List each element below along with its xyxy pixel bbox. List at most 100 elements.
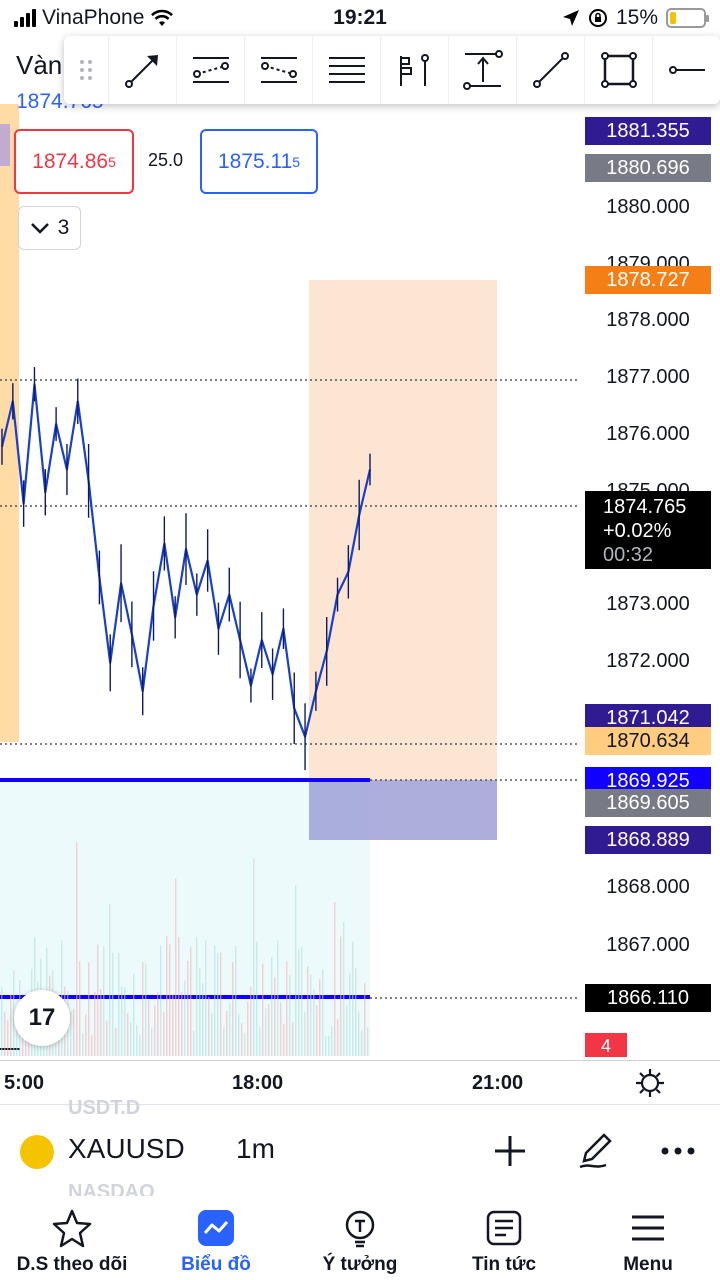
bid-price: 1874.86 — [32, 149, 109, 173]
battery-percent: 15% — [615, 6, 658, 29]
volume-bar — [16, 1012, 18, 1056]
regression-tool-button[interactable] — [312, 36, 380, 104]
parallel-channel-icon — [192, 57, 229, 83]
more-options-button[interactable] — [656, 1129, 700, 1173]
volume-bar — [271, 956, 273, 1056]
volume-bar — [217, 952, 219, 1056]
parallel-channel-tool-button[interactable] — [176, 36, 244, 104]
bulb-icon — [345, 1210, 375, 1248]
price-level-label[interactable]: 1868.889 — [585, 826, 711, 854]
drag-handle-icon[interactable] — [64, 36, 108, 104]
drawing-tools-button[interactable] — [574, 1129, 618, 1173]
rectangle-icon — [600, 52, 637, 88]
volume-bar — [307, 966, 309, 1056]
tradingview-logo[interactable]: 17 — [14, 990, 70, 1046]
volume-bar — [4, 1011, 6, 1056]
volume-bar — [109, 903, 111, 1056]
volume-bar — [73, 1008, 75, 1056]
price-level-label[interactable]: 1880.696 — [585, 154, 711, 182]
indicators-count: 3 — [57, 216, 70, 239]
price-level-label[interactable]: 1869.605 — [585, 789, 711, 817]
arrow-tool-button[interactable] — [108, 36, 176, 104]
volume-bar — [211, 1012, 213, 1056]
time-tick: 5:00 — [4, 1072, 45, 1094]
volume-bar — [127, 1012, 129, 1056]
bar-countdown: 00:32 — [603, 544, 654, 566]
status-right: 15% — [562, 6, 709, 30]
volume-bar — [115, 1027, 117, 1056]
volume-bar — [304, 1011, 306, 1056]
volume-bar — [202, 983, 204, 1056]
volume-bar — [232, 961, 234, 1056]
spread-value: 25.0 — [148, 150, 184, 170]
horizontal-ray-tool-button[interactable] — [652, 36, 720, 104]
volume-bar — [286, 961, 288, 1056]
volume-bar — [193, 1030, 195, 1056]
volume-bar — [187, 960, 189, 1056]
volume-bar — [118, 952, 120, 1056]
volume-bar — [241, 1023, 243, 1056]
price-tick: 1876.000 — [606, 423, 690, 445]
volume-bar — [337, 1019, 339, 1056]
add-indicator-button[interactable] — [488, 1129, 532, 1173]
nav-ideas[interactable]: Ý tưởng — [288, 1196, 432, 1280]
symbol-selector[interactable]: XAUUSD — [68, 1133, 185, 1164]
horizontal-lines-icon — [328, 57, 365, 83]
price-level-label[interactable]: 1881.355 — [585, 117, 711, 145]
gear-icon[interactable] — [634, 1067, 666, 1099]
volume-bar — [88, 962, 90, 1056]
volume-bar — [352, 941, 354, 1056]
volume-bar — [331, 1027, 333, 1056]
disjoint-channel-tool-button[interactable] — [244, 36, 312, 104]
indicators-collapse-button[interactable]: 3 — [18, 206, 81, 250]
prior-position-zone — [0, 104, 19, 742]
volume-bar — [349, 972, 351, 1056]
volume-bar — [184, 980, 186, 1056]
symbol-bar: USDT.D XAUUSD 1m NASDAQ — [0, 1097, 720, 1203]
volume-bar — [346, 1005, 348, 1056]
status-left: VinaPhone — [14, 6, 174, 30]
news-icon — [486, 1210, 522, 1246]
price-level-label[interactable]: 1866.110 — [585, 984, 711, 1012]
volume-bar — [334, 901, 336, 1056]
header-symbol-title[interactable]: Vàn — [16, 50, 63, 80]
interval-selector[interactable]: 1m — [236, 1133, 275, 1164]
nav-news[interactable]: Tin tức — [432, 1196, 576, 1280]
time-axis[interactable]: 5:00 18:00 21:00 — [0, 1060, 720, 1104]
nav-menu[interactable]: Menu — [576, 1196, 720, 1280]
rectangle-tool-button[interactable] — [584, 36, 652, 104]
price-label-tool-button[interactable] — [380, 36, 448, 104]
price-level-label[interactable]: 1870.634 — [585, 727, 711, 755]
carrier-name: VinaPhone — [42, 6, 145, 29]
wifi-icon — [151, 9, 174, 26]
volume-bar — [214, 945, 216, 1056]
buy-button[interactable]: 1875.11 5 — [200, 129, 318, 194]
chart-canvas[interactable] — [0, 104, 720, 1060]
price-tick: 1867.000 — [606, 934, 690, 956]
volume-bar — [121, 986, 123, 1056]
volume-bar — [94, 991, 96, 1056]
volume-bar — [79, 961, 81, 1056]
nav-label: Menu — [623, 1254, 673, 1275]
volume-bar — [262, 963, 264, 1056]
volume-bar — [106, 1020, 108, 1056]
last-price-change: +0.02% — [603, 520, 672, 542]
volume-bar — [340, 936, 342, 1056]
trend-line-tool-button[interactable] — [516, 36, 584, 104]
chart-area[interactable] — [0, 104, 720, 1060]
sell-button[interactable]: 1874.86 5 — [14, 129, 134, 194]
nav-watchlist[interactable]: D.S theo dõi — [0, 1196, 144, 1280]
volume-bar — [103, 946, 105, 1056]
price-level-label[interactable]: 1878.727 — [585, 266, 711, 294]
price-range-tool-button[interactable] — [448, 36, 516, 104]
volume-bar — [196, 936, 198, 1056]
trend-line-icon — [532, 52, 569, 88]
volume-bar — [1, 986, 3, 1056]
volume-bar — [76, 842, 78, 1056]
location-icon — [562, 10, 579, 26]
drawing-toolbar — [64, 36, 720, 104]
more-dots-icon — [661, 1147, 695, 1155]
nav-chart[interactable]: Biểu đồ — [144, 1196, 288, 1280]
alert-count-badge[interactable]: 4 — [585, 1033, 627, 1057]
disjoint-channel-icon — [260, 57, 297, 83]
